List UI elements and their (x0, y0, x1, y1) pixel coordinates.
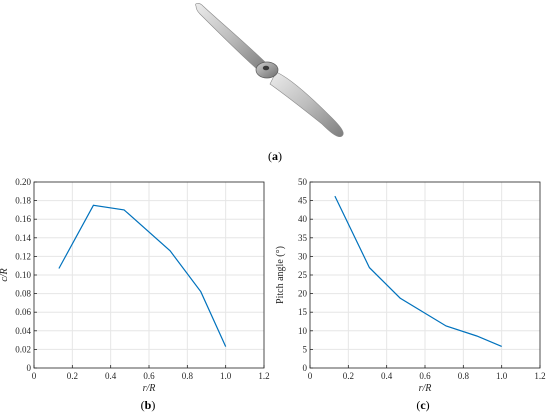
y-tick-label: 20 (298, 289, 308, 299)
y-tick-label: 0.12 (15, 251, 31, 261)
x-tick-label: 0.4 (381, 371, 393, 381)
x-tick-label: 0.8 (182, 371, 194, 381)
y-tick-label: 0.08 (15, 289, 31, 299)
x-tick-label: 1.0 (220, 371, 232, 381)
grid-lines (310, 182, 540, 368)
x-tick-label: 0 (308, 371, 313, 381)
x-tick-label: 1.2 (534, 371, 545, 381)
y-tick-label: 10 (298, 326, 308, 336)
y-tick-label: 35 (298, 233, 308, 243)
grid-lines (34, 182, 264, 368)
x-tick-label: 1.2 (258, 371, 269, 381)
propeller-lower-blade (270, 72, 343, 137)
y-tick-label: 0.06 (15, 307, 31, 317)
propeller-image (196, 3, 344, 136)
y-tick-label: 25 (298, 270, 308, 280)
x-tick-label: 0.8 (458, 371, 470, 381)
x-tick-label: 0 (32, 371, 37, 381)
series-line (335, 196, 502, 346)
y-tick-label: 15 (298, 307, 308, 317)
x-tick-label: 0.4 (105, 371, 117, 381)
x-tick-label: 0.6 (419, 371, 431, 381)
y-tick-label: 0.04 (15, 326, 31, 336)
y-axis-title: Pitch angle (°) (275, 246, 286, 304)
x-tick-label: 0.2 (343, 371, 354, 381)
y-tick-label: 0.10 (15, 270, 31, 280)
x-tick-label: 0.2 (67, 371, 78, 381)
x-axis-title: r/R (143, 383, 156, 394)
y-tick-label: 45 (298, 196, 308, 206)
y-axis-title: c/R (0, 268, 10, 281)
panel-label-c: (c) (416, 398, 429, 412)
y-tick-label: 0.16 (15, 214, 31, 224)
propeller-upper-blade (196, 3, 265, 70)
y-tick-label: 30 (298, 251, 308, 261)
x-tick-label: 1.0 (496, 371, 508, 381)
y-tick-label: 40 (298, 214, 308, 224)
y-tick-label: 0 (27, 363, 32, 373)
y-tick-label: 0.20 (15, 177, 31, 187)
y-tick-label: 0 (303, 363, 308, 373)
chord-chart: 0 0.2 0.4 0.6 0.8 1.0 1.2 0 0.02 0.04 0.06 0.08 0.10… (0, 177, 270, 394)
panel-label-b: (b) (141, 398, 156, 412)
series-line (59, 205, 226, 346)
y-tick-label: 0.14 (15, 233, 31, 243)
x-tick-label: 0.6 (143, 371, 155, 381)
y-tick-label: 0.02 (15, 344, 31, 354)
y-tick-label: 0.18 (15, 196, 31, 206)
y-tick-label: 50 (298, 177, 308, 187)
pitch-chart: 0 0.2 0.4 0.6 0.8 1.0 1.2 0 5 10 15 20 25 30 35 40 45 50 r… (275, 177, 546, 394)
propeller-hub-bore (263, 66, 269, 71)
y-tick-label: 5 (303, 344, 308, 354)
panel-label-a: (a) (268, 149, 282, 163)
x-axis-title: r/R (419, 383, 432, 394)
